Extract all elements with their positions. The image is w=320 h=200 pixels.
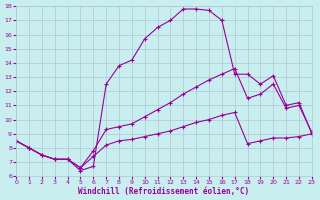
- X-axis label: Windchill (Refroidissement éolien,°C): Windchill (Refroidissement éolien,°C): [78, 187, 250, 196]
